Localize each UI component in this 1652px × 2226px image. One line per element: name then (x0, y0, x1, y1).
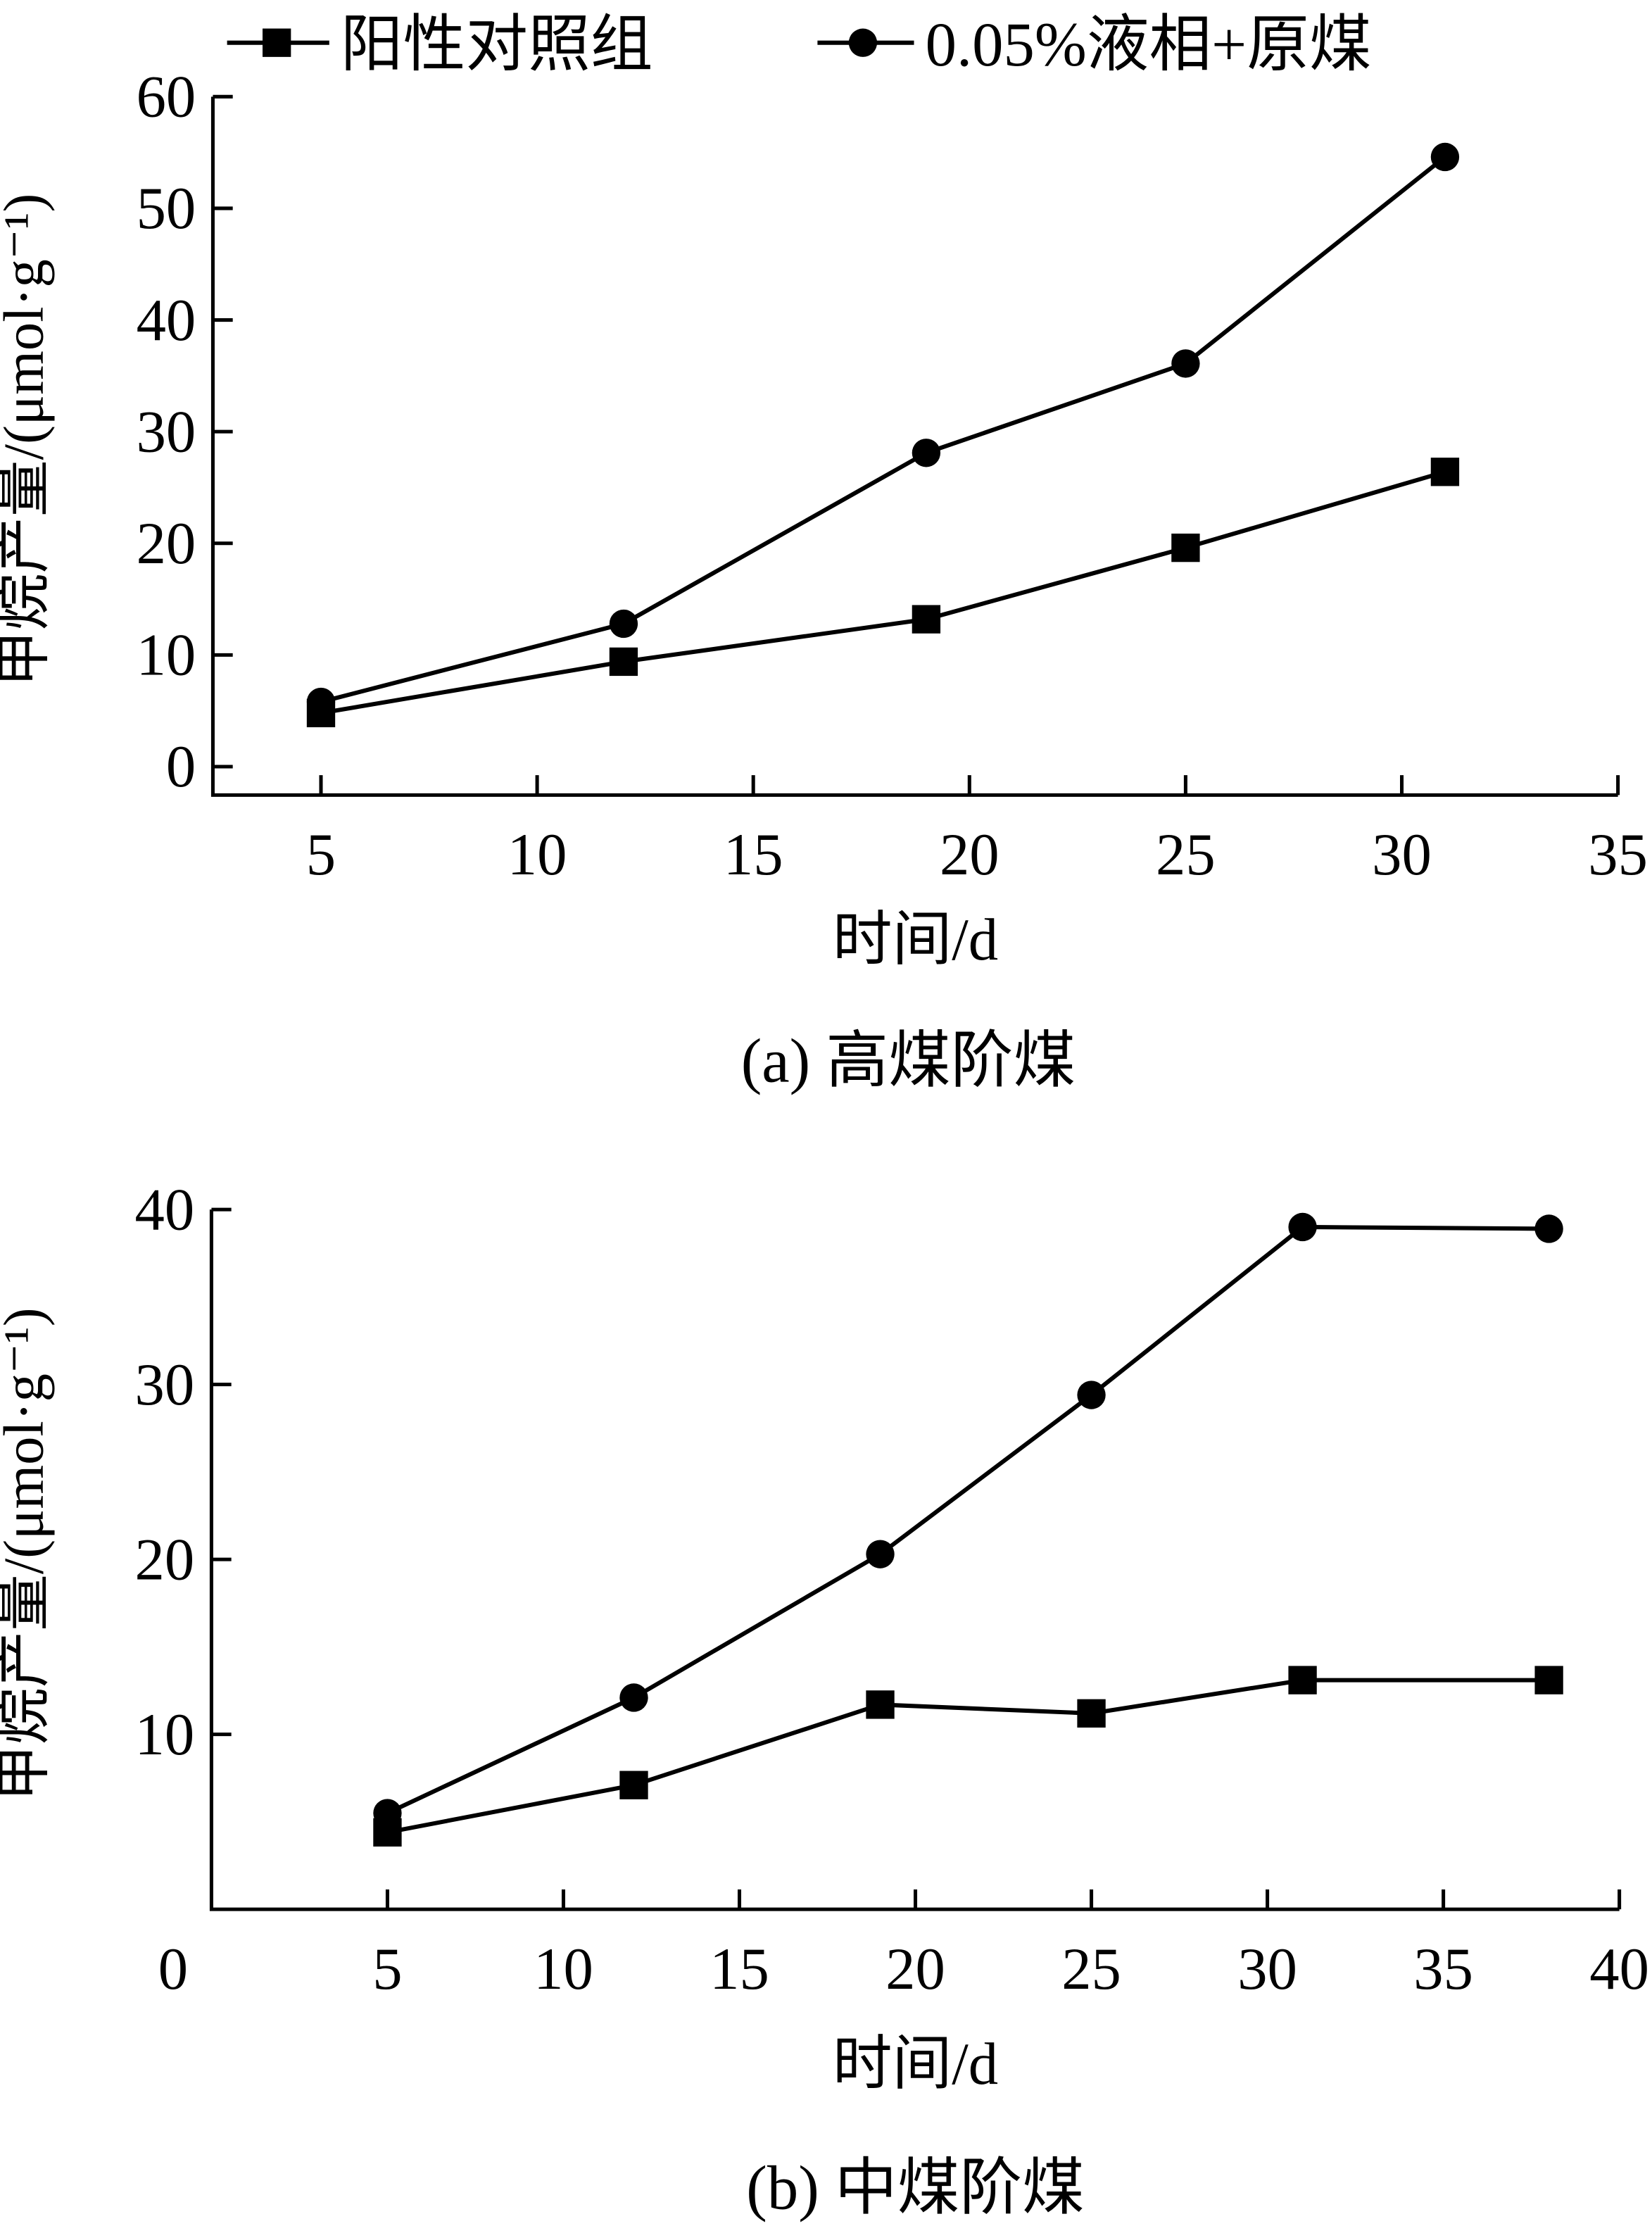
data-point-square (866, 1690, 895, 1719)
x-tick-label: 35 (1588, 822, 1648, 888)
x-tick-label: 5 (372, 1937, 402, 2002)
x-tick-label: 20 (885, 1937, 945, 2002)
data-point-square (1171, 533, 1200, 562)
data-point-circle (373, 1799, 402, 1828)
y-tick-label: 20 (135, 1527, 195, 1592)
data-point-circle (1288, 1212, 1317, 1242)
axes (210, 96, 1618, 797)
legend-circle-marker (848, 28, 878, 57)
data-point-square (619, 1771, 648, 1799)
y-tick-label: 30 (137, 399, 196, 465)
data-point-square (1534, 1666, 1563, 1694)
data-point-circle (1171, 349, 1200, 378)
data-point-circle (1077, 1381, 1106, 1409)
x-tick-label: 40 (1589, 1937, 1649, 2002)
data-point-circle (912, 439, 941, 467)
series-line-square (386, 1678, 1549, 1835)
data-point-circle (619, 1683, 648, 1712)
x-tick-label: 10 (507, 822, 567, 888)
legend-label-control: 阳性对照组 (341, 11, 653, 80)
data-point-circle (866, 1540, 895, 1568)
y-axis-label: 甲烷产量/(μmol·g⁻¹) (0, 1307, 55, 1801)
x-tick-label: 10 (534, 1937, 593, 2002)
x-tick-label: 5 (306, 822, 336, 888)
x-tick-label: 15 (724, 822, 783, 888)
data-point-square (912, 605, 941, 634)
x-tick-label: 0 (158, 1937, 188, 2002)
data-point-square (1288, 1666, 1317, 1694)
x-tick-label: 30 (1237, 1937, 1297, 2002)
x-tick-label: 25 (1061, 1937, 1121, 2002)
y-tick-label: 40 (137, 288, 196, 353)
y-tick-label: 60 (137, 65, 196, 130)
y-tick-label: 30 (135, 1352, 195, 1418)
panel-caption: (b) 中煤阶煤 (746, 2154, 1084, 2223)
x-tick-label: 25 (1156, 822, 1216, 888)
data-point-circle (609, 609, 638, 639)
legend-label-treatment: 0.05%液相+原煤 (926, 11, 1372, 80)
x-axis-label: 时间/d (833, 2032, 998, 2097)
y-tick-label: 10 (137, 623, 196, 688)
series-line-square (320, 470, 1446, 715)
y-axis-label: 甲烷产量/(μmol·g⁻¹) (0, 194, 55, 687)
x-tick-label: 15 (710, 1937, 769, 2002)
y-tick-label: 40 (135, 1177, 195, 1243)
x-tick-label: 20 (940, 822, 1000, 888)
y-tick-label: 10 (135, 1702, 195, 1768)
panel-b: 甲烷产量/(μmol·g⁻¹) 时间/d (b) 中煤阶煤 0 5 10 15 20 25… (0, 1177, 1649, 2222)
y-tick-label: 50 (137, 176, 196, 241)
series-line-circle (386, 1224, 1549, 1816)
x-tick-label: 30 (1372, 822, 1432, 888)
legend-square-marker (263, 28, 291, 57)
panel-a: 甲烷产量/(μmol·g⁻¹) 时间/d (a) 高煤阶煤 5 10 15 20 25 3… (0, 65, 1648, 1096)
x-tick-label: 35 (1413, 1937, 1473, 2002)
data-point-circle (306, 687, 336, 717)
panel-caption: (a) 高煤阶煤 (741, 1027, 1076, 1096)
legend: 阳性对照组 0.05%液相+原煤 (227, 11, 1372, 80)
y-tick-label: 0 (166, 734, 196, 800)
data-point-square (1077, 1699, 1106, 1728)
y-tick-label: 20 (137, 511, 196, 577)
axes (209, 1209, 1620, 1911)
data-point-square (609, 647, 638, 677)
data-point-square (1430, 458, 1460, 486)
x-axis-label: 时间/d (833, 907, 998, 973)
data-point-circle (1534, 1214, 1563, 1243)
series-line-circle (320, 155, 1446, 704)
data-point-circle (1430, 142, 1460, 172)
